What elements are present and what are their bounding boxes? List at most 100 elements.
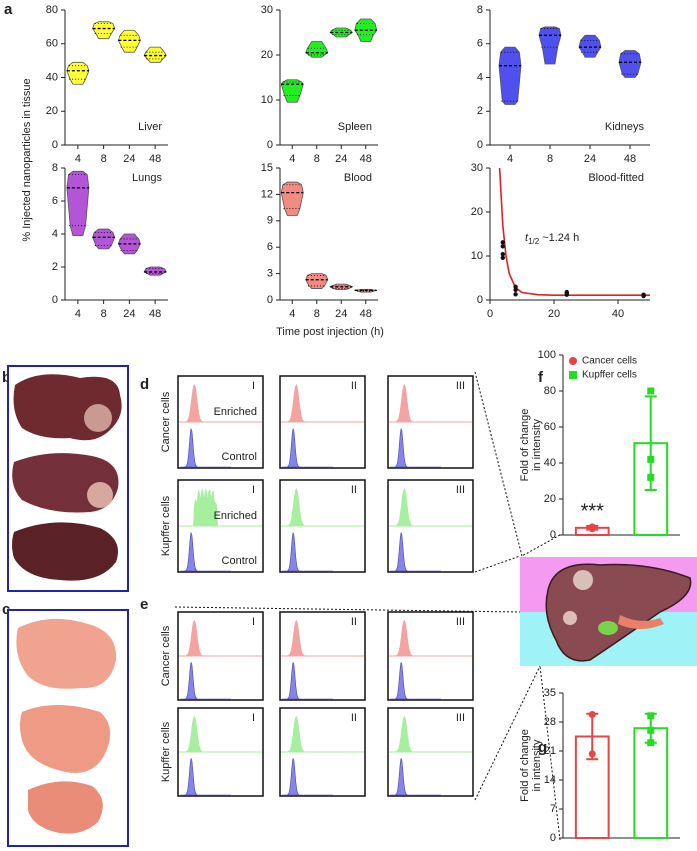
histogram [180, 532, 231, 572]
y-tick-label: 0 [550, 832, 556, 844]
panel-label: b [2, 369, 11, 386]
histogram-label: Control [222, 451, 257, 463]
y-tick-label: 28 [544, 716, 556, 728]
y-tick-label: 8 [52, 162, 58, 174]
y-axis-label: Fold of change [519, 729, 531, 802]
histogram [282, 384, 333, 423]
x-axis-label: Time post injection (h) [276, 326, 384, 338]
photo-label: III [14, 775, 22, 786]
violin [618, 50, 642, 78]
panel-label: d [140, 376, 149, 393]
point [647, 387, 655, 395]
y-tick-label: 80 [544, 385, 556, 397]
half-life-subscript: 1/2 [528, 237, 540, 246]
histogram-label: Enriched [214, 510, 257, 522]
axis [562, 693, 680, 839]
y-tick-label: 0 [550, 529, 556, 541]
x-tick-label: 8 [101, 153, 107, 165]
connector [174, 606, 521, 613]
y-tick-label: 7 [550, 803, 556, 815]
y-tick-label: 2 [52, 261, 58, 273]
y-tick-label: 100 [538, 349, 556, 361]
histogram [282, 488, 333, 527]
histogram [282, 619, 333, 657]
x-tick-label: 0 [487, 308, 493, 320]
tumor [84, 404, 112, 432]
photo-b [7, 365, 129, 592]
tumor [573, 570, 593, 590]
y-tick-label: 80 [46, 4, 58, 16]
row-label: Cancer cells [160, 625, 172, 686]
histogram-label: Enriched [214, 406, 257, 418]
histogram [390, 384, 441, 423]
point [513, 284, 518, 289]
y-tick-label: 2 [477, 105, 483, 117]
violin [305, 273, 329, 289]
y-tick-label: 0 [267, 294, 273, 306]
y-axis-label: Fold of change [519, 409, 531, 482]
y-tick-label: 12 [261, 188, 273, 200]
point [564, 289, 569, 295]
histogram [390, 758, 441, 796]
liver-photo [12, 522, 118, 581]
y-tick-label: 20 [471, 206, 483, 218]
x-tick-label: 4 [289, 308, 295, 320]
photo-label: II [14, 445, 20, 456]
liver-photo [28, 781, 103, 834]
column-label: I [252, 380, 255, 392]
fit-line [498, 167, 650, 296]
y-tick-label: 20 [46, 105, 58, 117]
point [647, 712, 655, 720]
x-tick-label: 20 [548, 308, 560, 320]
violin [498, 46, 522, 105]
y-tick-label: 3 [267, 268, 273, 280]
column-label: I [252, 616, 255, 628]
x-tick-label: 48 [149, 308, 161, 320]
histogram [390, 488, 441, 527]
violin [66, 61, 90, 85]
point [588, 711, 596, 719]
point [588, 523, 596, 531]
y-tick-label: 9 [267, 215, 273, 227]
violin [305, 41, 329, 58]
y-tick-label: 15 [261, 162, 273, 174]
tumor [87, 482, 113, 508]
connector [474, 555, 521, 573]
y-tick-label: 20 [544, 493, 556, 505]
photo-label: I [14, 615, 17, 626]
violin [92, 228, 116, 250]
y-tick-label: 0 [52, 294, 58, 306]
row-label: Kupffer cells [160, 721, 172, 782]
row-label: Cancer cells [160, 391, 172, 452]
legend-label: Cancer cells [582, 356, 637, 367]
y-tick-label: 6 [52, 195, 58, 207]
violin [66, 170, 90, 237]
histogram [282, 758, 333, 796]
point [647, 726, 655, 734]
photo-label: III [14, 513, 22, 524]
x-tick-label: 24 [335, 308, 347, 320]
y-tick-label: 40 [544, 457, 556, 469]
point [647, 455, 655, 463]
histogram [390, 662, 441, 700]
point [647, 739, 655, 747]
x-tick-label: 48 [624, 153, 636, 165]
x-tick-label: 24 [584, 153, 596, 165]
histogram [180, 715, 231, 753]
x-tick-label: 4 [75, 308, 81, 320]
column-label: II [351, 484, 357, 496]
histogram [390, 715, 441, 753]
y-tick-label: 20 [261, 49, 273, 61]
histogram [180, 619, 231, 657]
gallbladder [598, 621, 618, 635]
annotation: Blood [344, 172, 372, 184]
x-tick-label: 8 [547, 153, 553, 165]
y-tick-label: 30 [261, 4, 273, 16]
histogram [282, 532, 333, 572]
connector [539, 665, 561, 841]
histogram [180, 758, 231, 796]
column-label: III [456, 616, 465, 628]
violin [143, 46, 167, 63]
x-tick-label: 8 [101, 308, 107, 320]
violin [578, 34, 602, 58]
